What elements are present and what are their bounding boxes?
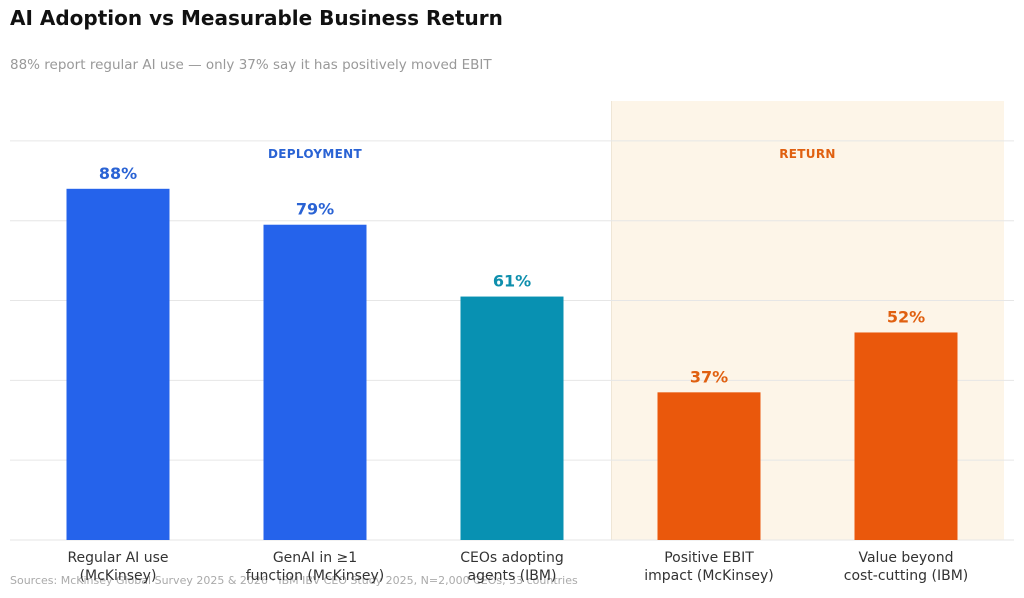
category-label: Regular AI use [67, 550, 168, 566]
data-label: 52% [887, 307, 925, 326]
data-label: 88% [99, 164, 137, 183]
bar [657, 392, 761, 540]
category-label: GenAI in ≥1 [273, 550, 357, 566]
bar [66, 188, 170, 541]
bar [460, 296, 564, 540]
value-labels: 88% 79% 61% 37% 52% [99, 164, 925, 387]
category-label: CEOs adopting [460, 550, 563, 566]
data-label: 37% [690, 367, 728, 386]
category-label: impact (McKinsey) [644, 568, 773, 584]
data-label: 79% [296, 200, 334, 219]
category-label: Positive EBIT [664, 550, 754, 566]
category-label: agents (IBM) [468, 568, 557, 584]
chart-title: AI Adoption vs Measurable Business Retur… [10, 6, 503, 30]
category-labels: Regular AI use (McKinsey) GenAI in ≥1 funct… [67, 550, 968, 584]
source-note: Sources: McKinsey Global Survey 2025 & 2… [10, 574, 578, 587]
data-label: 61% [493, 272, 531, 291]
group-label: DEPLOYMENT [268, 147, 363, 161]
bar [263, 224, 367, 540]
group-labels: DEPLOYMENT RETURN [268, 147, 835, 161]
chart-subtitle: 88% report regular AI use — only 37% say… [10, 57, 492, 73]
category-label: cost-cutting (IBM) [844, 568, 968, 584]
bar [854, 332, 958, 540]
bars [66, 188, 958, 541]
group-label: RETURN [779, 147, 835, 161]
category-label: (McKinsey) [80, 568, 157, 584]
category-label: Value beyond [858, 550, 953, 566]
category-label: function (McKinsey) [246, 568, 384, 584]
